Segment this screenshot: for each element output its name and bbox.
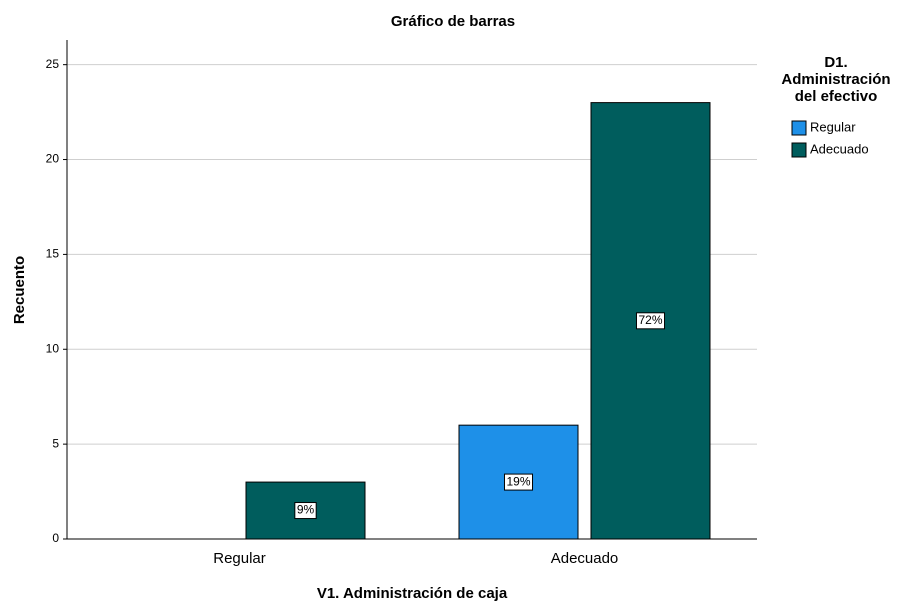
legend-label: Regular xyxy=(810,119,856,134)
legend-title: del efectivo xyxy=(795,88,878,105)
y-axis-label: Recuento xyxy=(11,256,28,324)
data-label: 72% xyxy=(638,313,662,327)
data-label-box xyxy=(503,473,534,491)
y-tick-label: 20 xyxy=(46,152,60,166)
x-tick-label: Regular xyxy=(213,550,266,567)
data-label-box xyxy=(294,502,317,520)
y-tick-label: 25 xyxy=(46,57,60,71)
chart-title: Gráfico de barras xyxy=(391,13,515,30)
x-axis-label: V1. Administración de caja xyxy=(317,585,508,602)
legend-title: Administración xyxy=(781,71,890,88)
legend-swatch xyxy=(791,142,807,158)
y-tick-label: 5 xyxy=(52,436,59,450)
y-tick-label: 0 xyxy=(52,531,59,545)
y-tick-label: 10 xyxy=(46,341,60,355)
x-tick-label: Adecuado xyxy=(551,550,619,567)
legend-title: D1. xyxy=(824,54,847,71)
data-label: 19% xyxy=(506,474,530,488)
data-label-box xyxy=(635,312,666,330)
legend-swatch xyxy=(791,120,807,136)
legend-label: Adecuado xyxy=(810,141,869,156)
y-tick-label: 15 xyxy=(46,247,60,261)
data-label: 9% xyxy=(297,503,315,517)
